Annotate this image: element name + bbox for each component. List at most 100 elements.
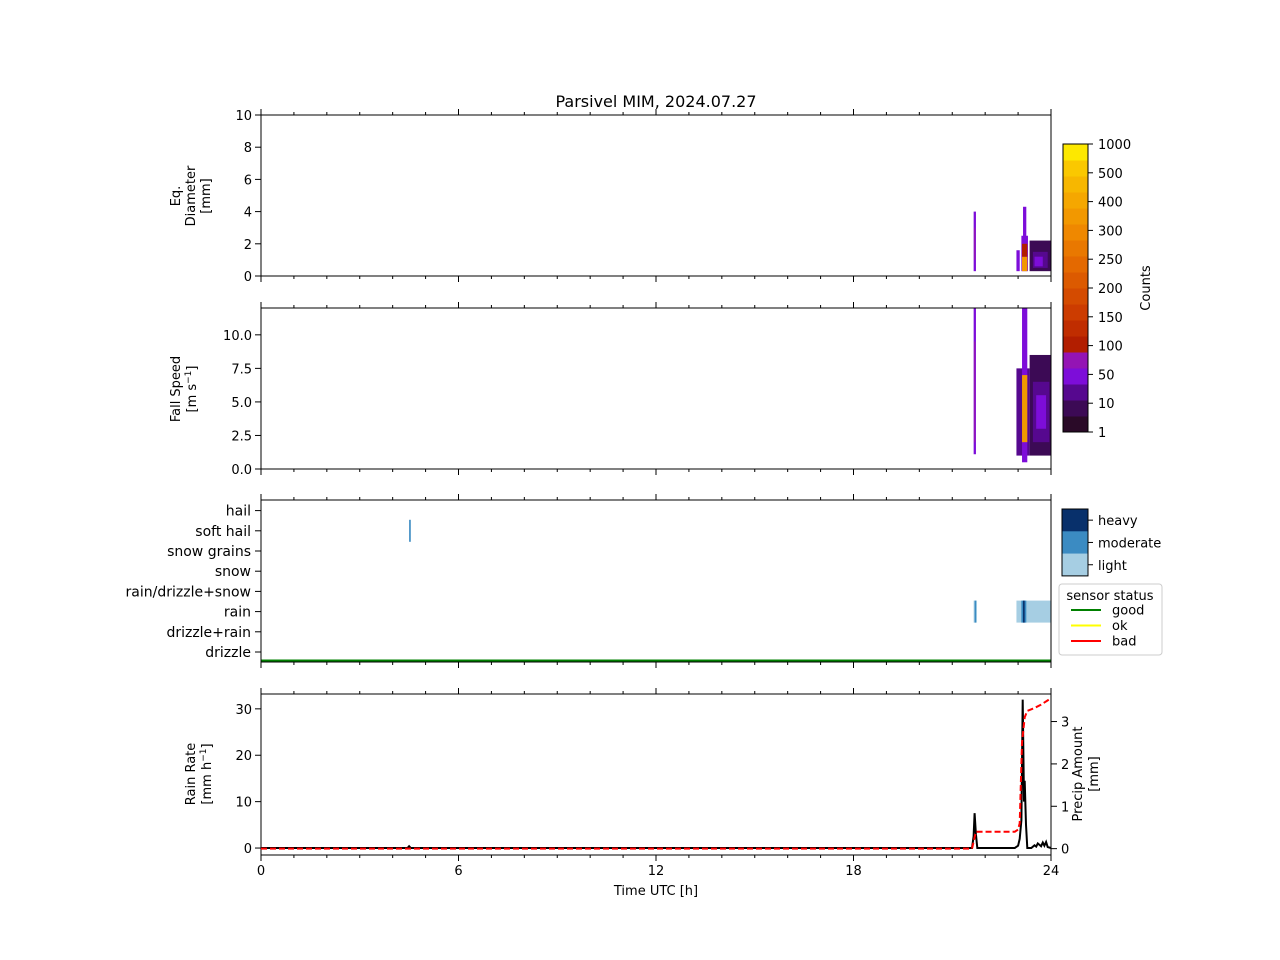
- colorbar-segment: [1063, 400, 1088, 417]
- y-tick-label: 2: [244, 238, 252, 253]
- fall-speed-cell: [1022, 375, 1028, 443]
- precip-type-event: [409, 519, 411, 542]
- colorbar-segment: [1063, 256, 1088, 273]
- colorbar-segment: [1063, 320, 1088, 337]
- colorbar-tick-label: 150: [1098, 311, 1123, 326]
- category-label: rain/drizzle+snow: [126, 584, 251, 600]
- category-label: snow grains: [167, 544, 251, 560]
- intensity-label: moderate: [1098, 536, 1161, 551]
- y-tick-label: 4: [244, 206, 252, 221]
- status-legend-label: good: [1112, 604, 1144, 619]
- intensity-legend: heavy moderate light: [1061, 508, 1161, 577]
- colorbar-segment: [1063, 288, 1088, 305]
- y-tick-label: 10: [235, 796, 252, 811]
- colorbar-tick-label: 1000: [1098, 138, 1131, 153]
- colorbar-segment: [1063, 224, 1088, 241]
- figure-title: Parsivel MIM, 2024.07.27: [555, 92, 756, 111]
- colorbar-tick-label: 10: [1098, 397, 1115, 412]
- right-y-tick-label: 3: [1061, 716, 1069, 731]
- x-tick-label: 0: [257, 864, 265, 879]
- diameter-cell: [1023, 206, 1027, 270]
- fall-speed-cell: [973, 341, 976, 443]
- colorbar-segment: [1063, 384, 1088, 401]
- colorbar-segment: [1063, 336, 1088, 353]
- precip-amount-axis-label: Precip Amount[mm]: [1071, 727, 1102, 822]
- status-legend-label: ok: [1112, 619, 1128, 634]
- status-legend-box: [1058, 583, 1163, 656]
- intensity-swatch: [1062, 553, 1088, 577]
- intensity-swatch: [1062, 509, 1088, 532]
- fall-speed-panel-frame: [260, 307, 1052, 470]
- colorbar-tick-label: 400: [1098, 196, 1123, 211]
- category-label: drizzle: [205, 645, 251, 661]
- diameter-panel-frame: [260, 114, 1052, 277]
- fall-speed-panel: 0.0 2.5 5.0 7.5 10.0 Fall Speed[m s−1]: [169, 302, 1052, 478]
- precip-type-event: [974, 600, 977, 623]
- diameter-cell: [973, 227, 976, 260]
- y-tick-label: 10: [235, 109, 252, 124]
- diameter-cell: [1034, 256, 1043, 267]
- x-tick-label: 6: [454, 864, 462, 879]
- colorbar-segment: [1063, 352, 1088, 369]
- category-label: soft hail: [195, 524, 251, 540]
- diameter-axis-label: Eq.Diameter[mm]: [169, 165, 214, 226]
- counts-colorbar: 1 10 50 100 150 200 250 300 400 500 1000 Counts: [1062, 138, 1154, 441]
- y-tick-label: 20: [235, 749, 252, 764]
- diameter-cell: [1022, 256, 1028, 272]
- category-label: drizzle+rain: [166, 625, 251, 641]
- diameter-panel: 0 2 4 6 8 10 Eq.Diameter[mm]: [169, 109, 1052, 285]
- colorbar-label: Counts: [1139, 265, 1154, 311]
- colorbar-tick-label: 500: [1098, 167, 1123, 182]
- y-tick-label: 5.0: [231, 396, 252, 411]
- colorbar-tick-label: 300: [1098, 224, 1123, 239]
- diameter-cell: [1022, 243, 1028, 257]
- colorbar-tick-label: 100: [1098, 340, 1123, 355]
- rain-rate-line: [261, 699, 1052, 849]
- status-legend-title: sensor status: [1066, 589, 1153, 604]
- intensity-legend-frame: [1061, 508, 1089, 577]
- colorbar-segment: [1063, 304, 1088, 321]
- y-tick-label: 7.5: [231, 362, 252, 377]
- y-tick-label: 10.0: [223, 329, 252, 344]
- right-y-tick-label: 0: [1061, 843, 1069, 858]
- intensity-swatch: [1062, 531, 1088, 554]
- colorbar-segment: [1063, 192, 1088, 209]
- category-label: hail: [226, 504, 251, 520]
- y-tick-label: 8: [244, 141, 252, 156]
- colorbar-segment: [1063, 144, 1088, 161]
- colorbar-tick-label: 1: [1098, 426, 1106, 441]
- y-tick-label: 2.5: [231, 429, 252, 444]
- status-legend-label: bad: [1112, 635, 1136, 650]
- y-tick-label: 0.0: [231, 463, 252, 478]
- intensity-label: heavy: [1098, 514, 1138, 529]
- rain-rate-axis-label: Rain Rate[mm h−1]: [184, 743, 215, 806]
- right-y-tick-label: 2: [1061, 758, 1069, 773]
- colorbar-tick-label: 250: [1098, 253, 1123, 268]
- category-label: snow: [215, 564, 251, 580]
- colorbar-segment: [1063, 208, 1088, 225]
- y-tick-label: 0: [244, 842, 252, 857]
- x-axis-label: Time UTC [h]: [613, 884, 698, 899]
- y-tick-label: 0: [244, 270, 252, 285]
- right-y-tick-label: 1: [1061, 800, 1069, 815]
- precip-amount-line: [261, 697, 1052, 850]
- colorbar-segment: [1063, 272, 1088, 289]
- colorbar-segment: [1063, 176, 1088, 193]
- category-label: rain: [224, 605, 251, 621]
- fall-speed-axis-label: Fall Speed[m s−1]: [169, 356, 200, 422]
- precip-type-panel-frame: [260, 499, 1052, 663]
- fall-speed-cell: [1036, 395, 1047, 429]
- x-tick-label: 18: [845, 864, 862, 879]
- colorbar-tick-label: 50: [1098, 368, 1115, 383]
- y-tick-label: 30: [235, 703, 252, 718]
- precip-type-event: [1023, 600, 1025, 623]
- diameter-cell: [1016, 250, 1020, 272]
- x-tick-label: 12: [648, 864, 665, 879]
- colorbar-segment: [1063, 240, 1088, 257]
- colorbar-tick-label: 200: [1098, 282, 1123, 297]
- intensity-label: light: [1098, 559, 1127, 574]
- colorbar-segment: [1063, 416, 1088, 433]
- y-tick-label: 6: [244, 173, 252, 188]
